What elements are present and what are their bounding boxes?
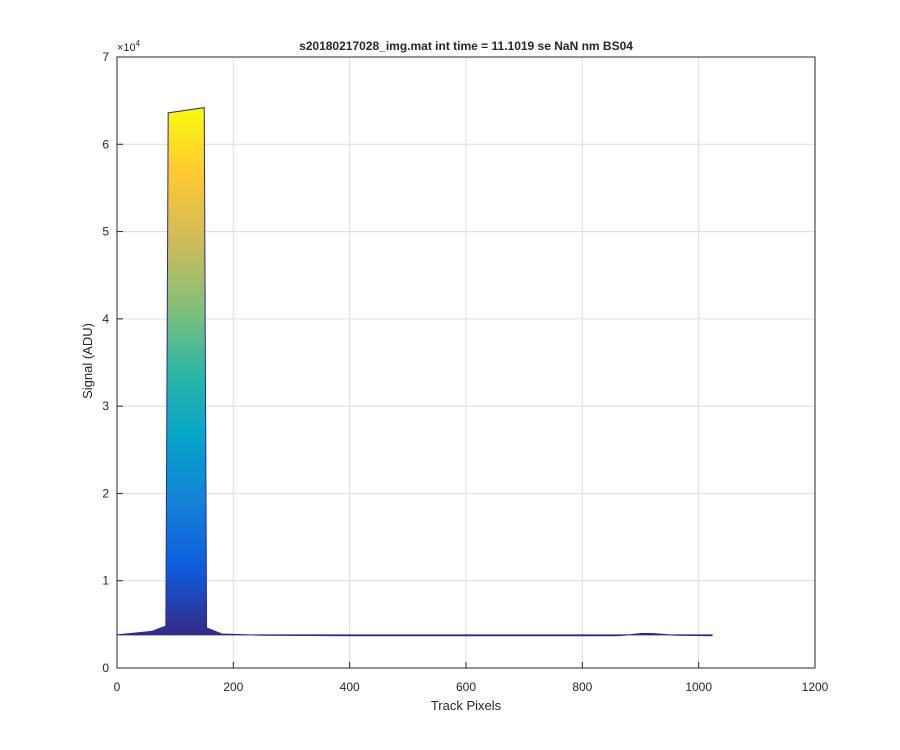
y-tick-label: 0 bbox=[102, 661, 109, 675]
x-tick-label: 600 bbox=[456, 680, 476, 694]
chart-title: s20180217028_img.mat int time = 11.1019 … bbox=[299, 39, 633, 53]
x-tick-label: 200 bbox=[223, 680, 243, 694]
series-area bbox=[116, 107, 713, 637]
x-tick-label: 800 bbox=[572, 680, 592, 694]
plot-area bbox=[116, 107, 713, 637]
exponent-power: 4 bbox=[136, 39, 141, 48]
grid bbox=[117, 57, 815, 668]
x-tick-label: 0 bbox=[114, 680, 121, 694]
tick-labels: 0 200 400 600 800 1000 1200 0 1 2 3 4 5 6 7 bbox=[102, 50, 828, 694]
y-tick-label: 5 bbox=[102, 225, 109, 239]
y-tick-label: 6 bbox=[102, 137, 109, 151]
x-tick-label: 1000 bbox=[685, 680, 712, 694]
x-tick-label: 400 bbox=[340, 680, 360, 694]
x-tick-label: 1200 bbox=[802, 680, 829, 694]
y-tick-label: 4 bbox=[102, 312, 109, 326]
y-tick-label: 1 bbox=[102, 574, 109, 588]
x-axis-label: Track Pixels bbox=[431, 698, 502, 713]
y-tick-label: 2 bbox=[102, 486, 109, 500]
y-axis-exponent: ×104 bbox=[117, 39, 141, 54]
y-tick-label: 3 bbox=[102, 399, 109, 413]
exponent-base: ×10 bbox=[117, 42, 136, 54]
y-axis-label: Signal (ADU) bbox=[80, 323, 95, 399]
y-tick-label: 7 bbox=[102, 50, 109, 64]
